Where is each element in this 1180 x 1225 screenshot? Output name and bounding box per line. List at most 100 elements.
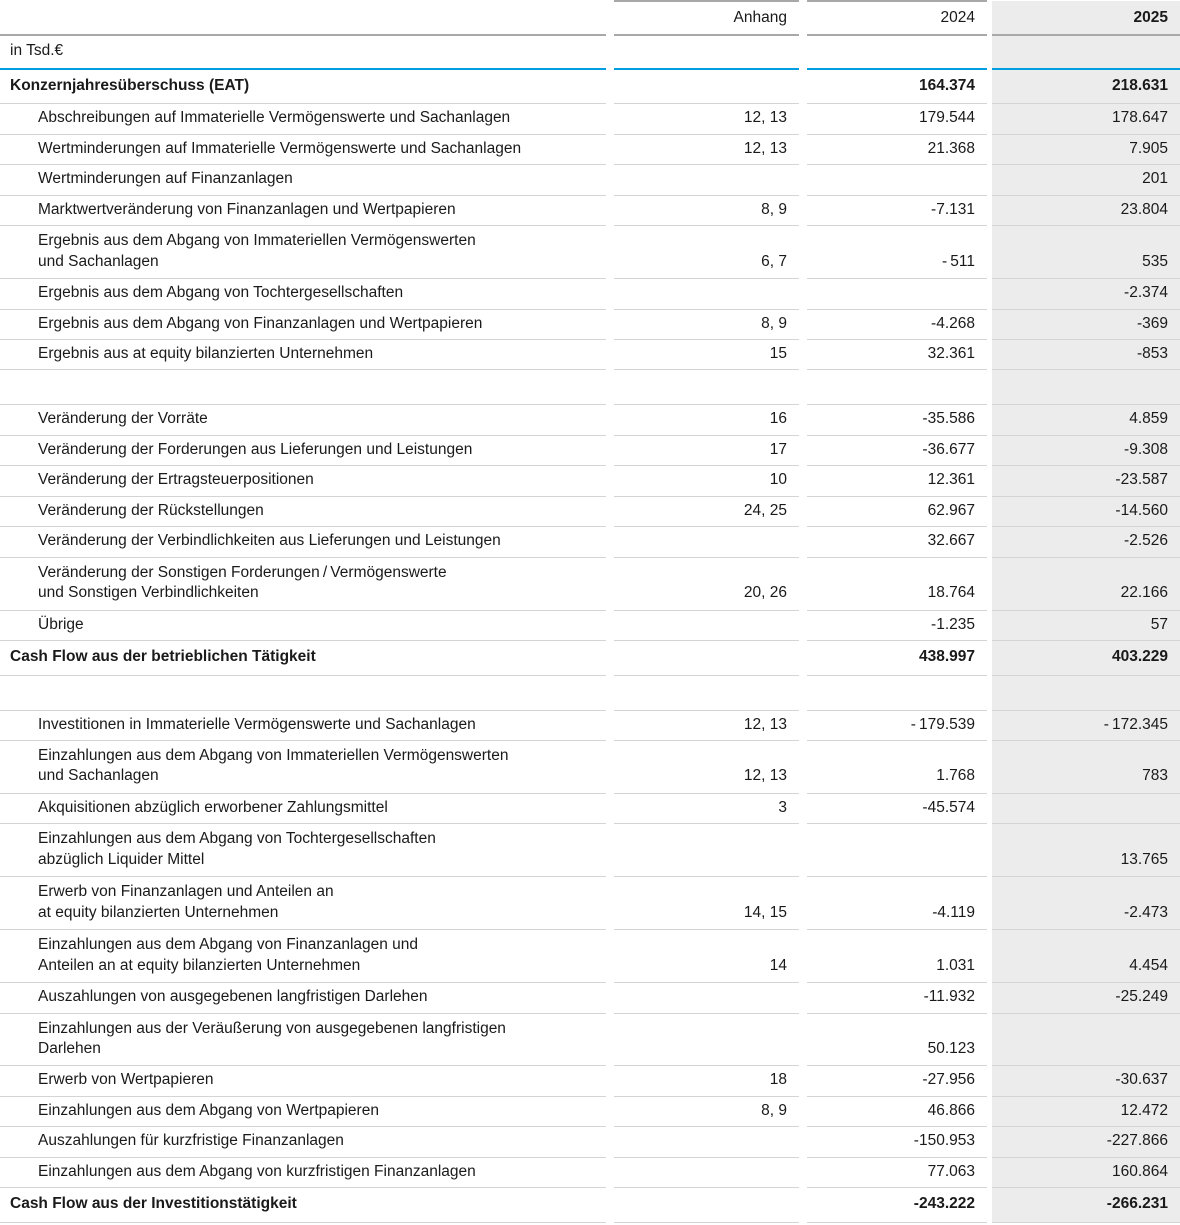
- column-gap: [606, 68, 614, 104]
- column-gap: [799, 1126, 807, 1158]
- row-value-2024: 62.967: [807, 496, 987, 528]
- column-gap: [987, 823, 992, 877]
- row-value-2025: 783: [992, 740, 1180, 794]
- row-value-2025: [992, 1013, 1180, 1067]
- column-gap: [606, 1065, 614, 1097]
- row-label-line-2: und Sachanlagen: [38, 252, 159, 270]
- column-gap: [606, 929, 614, 983]
- row-value-2025: -9.308: [992, 435, 1180, 467]
- column-gap: [987, 876, 992, 930]
- row-value-2025: 178.647: [992, 103, 1180, 135]
- column-gap: [606, 1187, 614, 1223]
- row-note-reference: 12, 13: [614, 740, 799, 794]
- row-value-2025: -853: [992, 339, 1180, 371]
- row-note-reference: [614, 164, 799, 196]
- row-label-line-2: abzüglich Liquider Mittel: [38, 850, 205, 868]
- header-description: [0, 1, 606, 37]
- row-label: Marktwertveränderung von Finanzanlagen u…: [0, 195, 606, 227]
- row-label-line-1: Einzahlungen aus dem Abgang von Immateri…: [38, 746, 509, 764]
- row-label: Veränderung der Forderungen aus Lieferun…: [0, 435, 606, 467]
- column-gap: [799, 710, 807, 741]
- row-note-reference: [614, 675, 799, 711]
- column-gap: [987, 982, 992, 1013]
- table-row: Wertminderungen auf Immaterielle Vermöge…: [0, 134, 1180, 166]
- column-gap: [606, 134, 614, 165]
- table-row: Ergebnis aus dem Abgang von Tochtergesel…: [0, 278, 1180, 310]
- column-gap: [987, 1157, 992, 1188]
- row-value-2025: 403.229: [992, 640, 1180, 676]
- column-gap: [987, 496, 992, 527]
- row-value-2024: -36.677: [807, 435, 987, 467]
- unit-label: in Tsd.€: [0, 35, 606, 70]
- column-gap: [987, 435, 992, 466]
- table-row: Veränderung der Sonstigen Forderungen / …: [0, 557, 1180, 611]
- row-value-2025: 218.631: [992, 68, 1180, 105]
- table-row: Veränderung der Forderungen aus Lieferun…: [0, 435, 1180, 467]
- row-value-2025: -14.560: [992, 496, 1180, 528]
- table-row: Veränderung der Verbindlichkeiten aus Li…: [0, 526, 1180, 558]
- row-label-line-1: Ergebnis aus dem Abgang von Immaterielle…: [38, 232, 476, 250]
- row-label: Erwerb von Finanzanlagen und Anteilen an…: [0, 876, 606, 931]
- row-label: Einzahlungen aus dem Abgang von Wertpapi…: [0, 1096, 606, 1128]
- table-row: Wertminderungen auf Finanzanlagen 201: [0, 164, 1180, 196]
- table-row: Erwerb von Wertpapieren 18 -27.956 -30.637: [0, 1065, 1180, 1097]
- column-gap: [987, 710, 992, 741]
- column-gap: [987, 1126, 992, 1158]
- row-value-2024: [807, 823, 987, 878]
- table-row: Veränderung der Ertragsteuerpositionen 10…: [0, 465, 1180, 497]
- row-value-2025: -23.587: [992, 465, 1180, 497]
- row-label-line-1: Einzahlungen aus dem Abgang von Tochterg…: [38, 830, 436, 848]
- column-gap: [799, 1065, 807, 1097]
- row-value-2025: -2.526: [992, 526, 1180, 558]
- column-gap: [606, 675, 614, 711]
- row-label-line-1: Einzahlungen aus der Veräußerung von aus…: [38, 1019, 506, 1037]
- row-label: Investitionen in Immaterielle Vermögensw…: [0, 710, 606, 741]
- column-gap: [799, 225, 807, 279]
- row-value-2024: -35.586: [807, 404, 987, 436]
- row-value-2024: 12.361: [807, 465, 987, 497]
- column-gap: [606, 557, 614, 611]
- column-gap: [987, 68, 992, 104]
- column-gap: [799, 675, 807, 711]
- column-gap: [799, 557, 807, 611]
- row-value-2024: -150.953: [807, 1126, 987, 1158]
- row-note-reference: 14: [614, 929, 799, 984]
- column-gap: [987, 1187, 992, 1223]
- column-gap: [987, 1013, 992, 1066]
- row-label: Veränderung der Vorräte: [0, 404, 606, 436]
- column-gap: [799, 1096, 807, 1127]
- column-gap: [606, 823, 614, 877]
- column-gap: [799, 610, 807, 641]
- row-note-reference: 12, 13: [614, 710, 799, 741]
- table-spacer-row: [0, 369, 1180, 406]
- row-label-line-2: und Sonstigen Verbindlichkeiten: [38, 584, 259, 602]
- column-gap: [987, 103, 992, 135]
- row-note-reference: 10: [614, 465, 799, 497]
- column-gap: [799, 35, 807, 69]
- column-gap: [987, 195, 992, 226]
- row-note-reference: 3: [614, 793, 799, 825]
- row-note-reference: [614, 640, 799, 676]
- column-gap: [987, 278, 992, 310]
- row-note-reference: 8, 9: [614, 309, 799, 340]
- column-gap: [606, 35, 614, 69]
- row-value-2024: 50.123: [807, 1013, 987, 1067]
- row-note-reference: [614, 1126, 799, 1158]
- row-value-2024: [807, 369, 987, 406]
- column-gap: [987, 369, 992, 405]
- row-label: Wertminderungen auf Finanzanlagen: [0, 164, 606, 196]
- row-label: Akquisitionen abzüglich erworbener Zahlu…: [0, 793, 606, 825]
- column-gap: [799, 1, 807, 36]
- column-gap: [799, 103, 807, 135]
- column-gap: [799, 1187, 807, 1223]
- column-gap: [799, 68, 807, 104]
- row-label: Einzahlungen aus der Veräußerung von aus…: [0, 1013, 606, 1067]
- row-note-reference: 12, 13: [614, 134, 799, 166]
- row-value-2024: -7.131: [807, 195, 987, 227]
- row-value-2025: [992, 793, 1180, 825]
- table-row: Ergebnis aus dem Abgang von Immaterielle…: [0, 225, 1180, 280]
- column-gap: [799, 526, 807, 558]
- row-label-line-2: at equity bilanzierten Unternehmen: [38, 903, 279, 921]
- row-label-line-1: Einzahlungen aus dem Abgang von Finanzan…: [38, 936, 419, 954]
- column-gap: [799, 982, 807, 1013]
